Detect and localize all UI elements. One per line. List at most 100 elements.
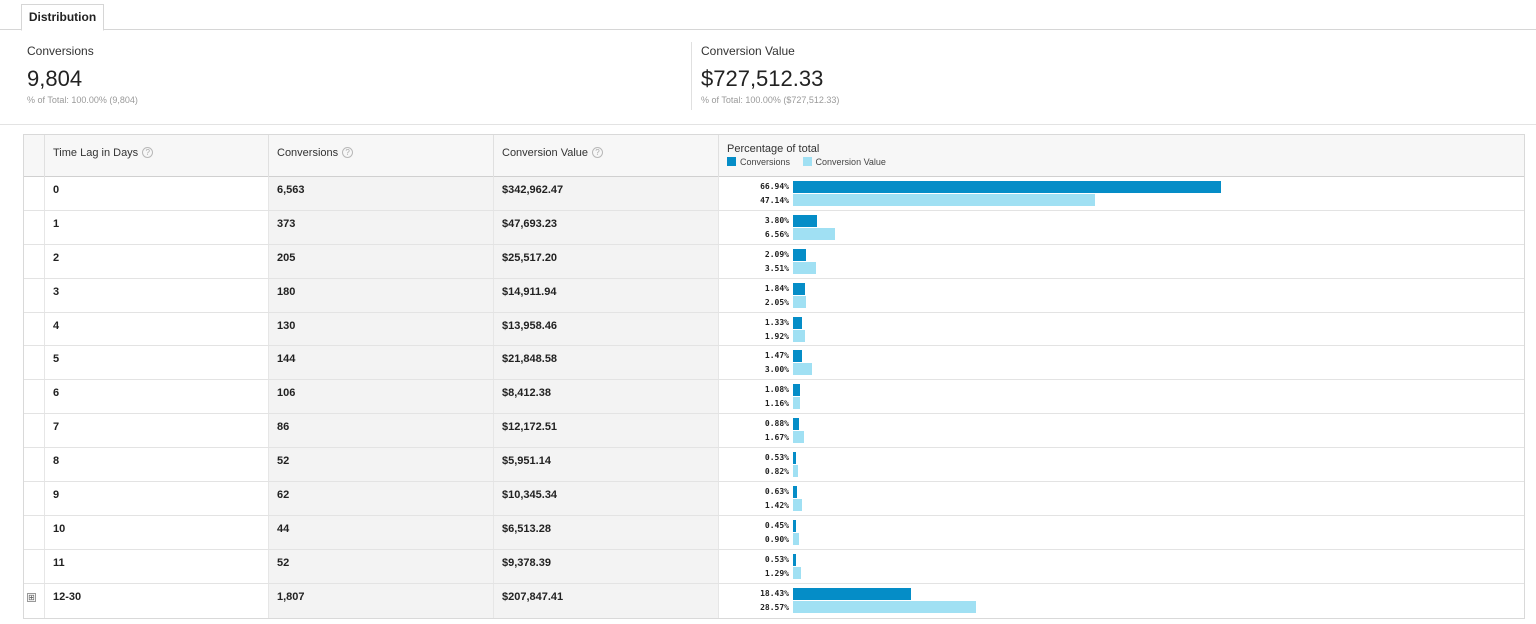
header-label: Percentage of total [727, 143, 820, 155]
table-row[interactable]: 8 52 $5,951.14 0.53% 0.82% [24, 448, 1524, 483]
conversion-value-cell: $207,847.41 [493, 583, 718, 618]
conversion-value-cell: $9,378.39 [493, 549, 718, 583]
percentage-cell: 1.33% 1.92% [718, 312, 1526, 346]
row-expand-cell [24, 177, 44, 210]
time-lag-cell: 6 [44, 380, 268, 414]
conversions-cell: 52 [268, 549, 493, 583]
conversions-value: 1,807 [277, 590, 305, 603]
help-icon[interactable]: ? [142, 147, 154, 158]
table-row[interactable]: ⊞ 12-30 1,807 $207,847.41 18.43% 28.57% [24, 583, 1524, 618]
conversions-cell: 205 [268, 244, 493, 278]
conversion-value-bar [793, 499, 803, 512]
conversions-percent-label: 0.53% [764, 453, 789, 463]
time-lag-cell: 10 [44, 515, 268, 549]
conversion-value-bar [793, 397, 801, 410]
conversion-value-cell: $342,962.47 [493, 177, 718, 210]
conversion-value-percent-label: 1.67% [764, 433, 789, 443]
conversions-percent-label: 1.08% [764, 385, 789, 395]
conversions-value: 180 [277, 285, 296, 298]
table-row[interactable]: 6 106 $8,412.38 1.08% 1.16% [24, 380, 1524, 415]
time-lag-cell: 0 [44, 177, 268, 210]
legend-label-conversions: Conversions [740, 157, 791, 167]
conversions-bar [793, 418, 799, 431]
conversion-value-percent-label: 1.29% [764, 568, 789, 578]
conversions-bar [793, 519, 796, 532]
header-conversions[interactable]: Conversions? [268, 135, 493, 177]
conversions-percent-label: 66.94% [760, 182, 789, 191]
conversion-value-cell: $10,345.34 [493, 482, 718, 515]
table-row[interactable]: 0 6,563 $342,962.47 66.94% 47.14% [24, 177, 1524, 211]
row-expand-cell [24, 211, 44, 244]
conversions-cell: 144 [268, 346, 493, 380]
table-row[interactable]: 7 86 $12,172.51 0.88% 1.67% [24, 414, 1524, 449]
conversion-value-value: $8,412.38 [502, 387, 551, 400]
time-lag-value: 9 [53, 489, 60, 502]
row-expand-cell [24, 245, 44, 278]
table-row[interactable]: 3 180 $14,911.94 1.84% 2.05% [24, 278, 1524, 313]
metric-value: $727,512.33 [701, 66, 824, 91]
conversions-cell: 130 [268, 312, 493, 346]
conversion-value-value: $342,962.47 [502, 184, 564, 196]
conversions-percent-label: 2.09% [764, 249, 789, 259]
time-lag-value: 3 [53, 285, 60, 298]
conversions-value: 205 [277, 251, 296, 264]
table-row[interactable]: 4 130 $13,958.46 1.33% 1.92% [24, 312, 1526, 347]
conversion-value-bar [793, 566, 802, 579]
conversion-value-value: $10,345.34 [502, 489, 558, 502]
conversions-value: 44 [277, 522, 290, 535]
conversion-value-cell: $12,172.51 [493, 414, 718, 448]
time-lag-cell: 1 [44, 210, 268, 244]
conversion-value-bar [793, 363, 813, 376]
time-lag-value: 6 [53, 387, 60, 400]
chart-legend: Conversions Conversion Value [727, 157, 886, 167]
conversion-value-bar [793, 600, 976, 613]
time-lag-cell: 3 [44, 278, 268, 312]
table-row[interactable]: 11 52 $9,378.39 0.53% 1.29% [24, 549, 1524, 584]
header-time-lag[interactable]: Time Lag in Days? [44, 135, 268, 177]
time-lag-cell: 12-30 [44, 583, 268, 618]
header-label: Time Lag in Days [53, 147, 139, 159]
table-row[interactable]: 1 373 $47,693.23 3.80% 6.56% [24, 210, 1524, 245]
help-icon[interactable]: ? [592, 147, 604, 158]
tab-bar: Distribution [0, 0, 1536, 31]
time-lag-value: 7 [53, 421, 60, 434]
table-row[interactable]: 9 62 $10,345.34 0.63% 1.42% [24, 482, 1524, 516]
conversion-value-value: $6,513.28 [502, 522, 551, 535]
conversions-percent-label: 0.53% [764, 554, 789, 564]
conversions-bar [793, 384, 800, 397]
conversions-cell: 86 [268, 414, 493, 448]
distribution-table: Time Lag in Days? Conversions? Conversio… [23, 134, 1525, 619]
header-conversion-value[interactable]: Conversion Value? [493, 135, 718, 177]
summary-panel: Conversions 9,804 % of Total: 100.00% (9… [0, 30, 1536, 125]
conversions-bar [793, 452, 797, 465]
metric-label: Conversion Value [701, 44, 795, 58]
conversions-value: 62 [277, 489, 290, 502]
row-expand-cell [24, 482, 44, 515]
time-lag-value: 12-30 [53, 590, 82, 603]
expand-icon[interactable]: ⊞ [27, 592, 36, 602]
conversions-bar [793, 486, 797, 499]
conversion-value-cell: $8,412.38 [493, 380, 718, 414]
conversion-value-percent-label: 47.14% [760, 196, 789, 205]
metric-label: Conversions [27, 44, 94, 58]
row-expand-cell [24, 516, 44, 549]
conversions-percent-label: 1.33% [764, 317, 789, 327]
table-row[interactable]: 10 44 $6,513.28 0.45% 0.90% [24, 515, 1524, 550]
metric-divider [691, 42, 692, 110]
tab-distribution[interactable]: Distribution [21, 4, 104, 31]
conversion-value-cell: $13,958.46 [493, 312, 718, 346]
conversion-value-bar [793, 431, 804, 444]
conversions-value: 373 [277, 217, 296, 230]
conversions-bar [793, 553, 797, 566]
conversion-value-value: $9,378.39 [502, 556, 551, 569]
conversions-cell: 373 [268, 210, 493, 244]
conversions-bar [793, 587, 911, 600]
table-header: Time Lag in Days? Conversions? Conversio… [24, 135, 1524, 177]
conversions-bar [793, 181, 1222, 193]
conversions-cell: 62 [268, 482, 493, 515]
table-row[interactable]: 5 144 $21,848.58 1.47% 3.00% [24, 346, 1524, 381]
table-row[interactable]: 2 205 $25,517.20 2.09% 3.51% [24, 244, 1524, 279]
help-icon[interactable]: ? [342, 147, 354, 158]
row-expand-cell [24, 550, 44, 583]
conversions-percent-label: 18.43% [760, 588, 789, 598]
